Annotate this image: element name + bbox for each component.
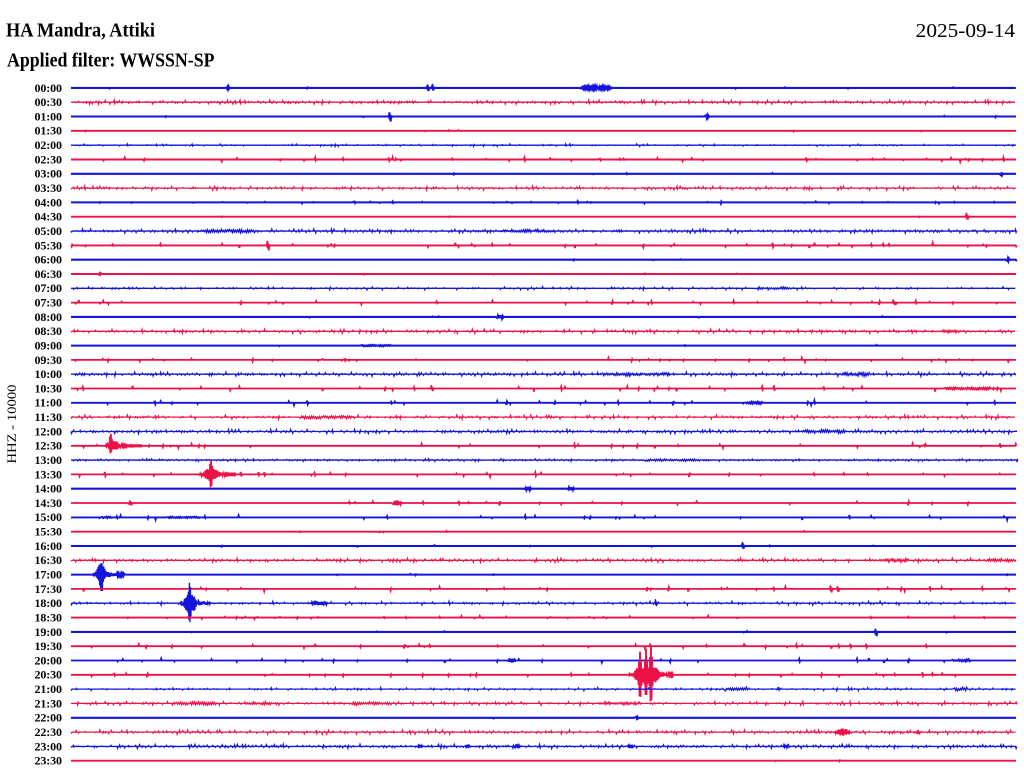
svg-text:03:00: 03:00 (35, 167, 63, 181)
svg-text:2025-09-14: 2025-09-14 (916, 20, 1015, 42)
svg-text:16:30: 16:30 (35, 553, 63, 567)
svg-text:17:00: 17:00 (35, 568, 63, 582)
svg-text:13:00: 13:00 (35, 453, 63, 467)
svg-text:06:30: 06:30 (35, 267, 63, 281)
svg-text:12:00: 12:00 (35, 424, 63, 438)
svg-text:08:00: 08:00 (35, 310, 63, 324)
svg-text:23:00: 23:00 (35, 739, 63, 753)
svg-text:04:00: 04:00 (35, 195, 63, 209)
svg-text:14:00: 14:00 (35, 482, 63, 496)
svg-text:09:30: 09:30 (35, 353, 63, 367)
svg-text:07:30: 07:30 (35, 296, 63, 310)
svg-text:00:30: 00:30 (35, 95, 63, 109)
svg-text:08:30: 08:30 (35, 324, 63, 338)
svg-text:11:30: 11:30 (35, 410, 63, 424)
svg-text:18:30: 18:30 (35, 611, 63, 625)
svg-text:01:00: 01:00 (35, 109, 63, 123)
svg-text:02:00: 02:00 (35, 138, 63, 152)
svg-text:17:30: 17:30 (35, 582, 63, 596)
svg-text:15:00: 15:00 (35, 510, 63, 524)
svg-text:11:00: 11:00 (35, 396, 63, 410)
svg-text:20:00: 20:00 (35, 653, 63, 667)
svg-text:03:30: 03:30 (35, 181, 63, 195)
svg-text:04:30: 04:30 (35, 210, 63, 224)
svg-text:22:00: 22:00 (35, 711, 63, 725)
svg-text:01:30: 01:30 (35, 124, 63, 138)
svg-text:16:00: 16:00 (35, 539, 63, 553)
svg-text:00:00: 00:00 (35, 81, 63, 95)
svg-text:14:30: 14:30 (35, 496, 63, 510)
svg-text:10:30: 10:30 (35, 381, 63, 395)
svg-text:07:00: 07:00 (35, 281, 63, 295)
svg-text:22:30: 22:30 (35, 725, 63, 739)
svg-text:HA Mandra, Attiki: HA Mandra, Attiki (6, 20, 155, 42)
svg-text:13:30: 13:30 (35, 467, 63, 481)
svg-text:18:00: 18:00 (35, 596, 63, 610)
svg-text:HHZ - 10000: HHZ - 10000 (4, 385, 19, 464)
svg-text:19:30: 19:30 (35, 639, 63, 653)
svg-text:15:30: 15:30 (35, 525, 63, 539)
svg-text:23:30: 23:30 (35, 754, 63, 768)
svg-text:Applied filter: WWSSN-SP: Applied filter: WWSSN-SP (7, 49, 215, 71)
svg-text:09:00: 09:00 (35, 339, 63, 353)
svg-text:05:00: 05:00 (35, 224, 63, 238)
svg-text:21:00: 21:00 (35, 682, 63, 696)
svg-text:21:30: 21:30 (35, 696, 63, 710)
svg-text:12:30: 12:30 (35, 439, 63, 453)
svg-text:20:30: 20:30 (35, 668, 63, 682)
svg-text:02:30: 02:30 (35, 152, 63, 166)
svg-text:10:00: 10:00 (35, 367, 63, 381)
svg-text:05:30: 05:30 (35, 238, 63, 252)
svg-text:19:00: 19:00 (35, 625, 63, 639)
svg-text:06:00: 06:00 (35, 253, 63, 267)
